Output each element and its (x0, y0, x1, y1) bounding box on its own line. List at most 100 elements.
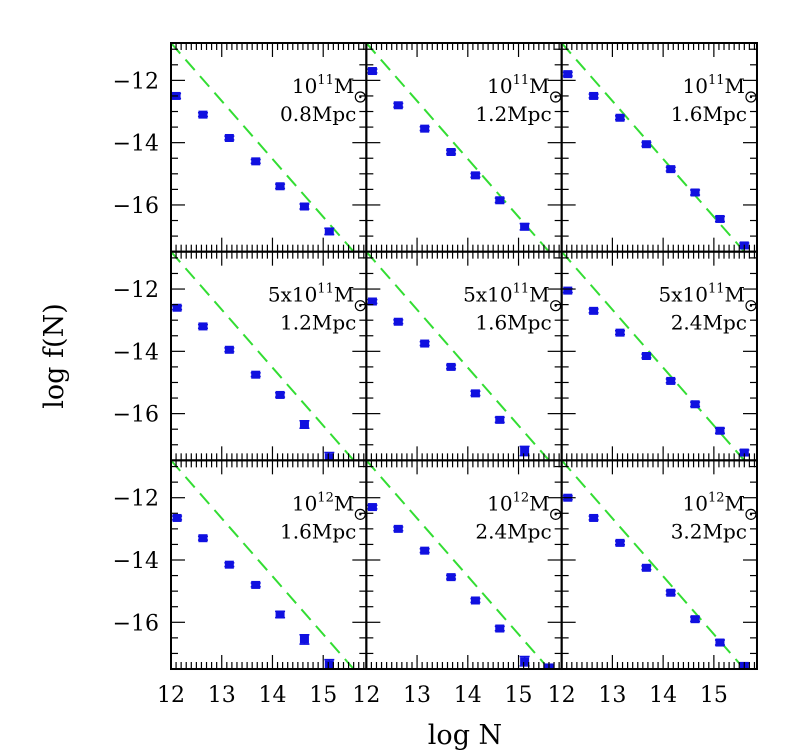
mass-exponent: 11 (513, 282, 530, 297)
mass-unit: M (334, 74, 354, 98)
data-point (563, 286, 573, 295)
mass-base: 10 (487, 74, 512, 98)
sun-symbol-dot (749, 513, 753, 516)
sun-symbol-icon (354, 300, 366, 312)
x-tick-label: 14 (454, 683, 482, 708)
data-point (563, 70, 573, 79)
panel-mass-label: 5x1011M (463, 282, 549, 307)
mass-base: 10 (683, 74, 708, 98)
data-point (172, 303, 182, 312)
mass-exponent: 11 (708, 73, 725, 88)
mass-base: 10 (292, 491, 317, 515)
data-point (739, 448, 749, 457)
x-axis-label: log N (428, 720, 502, 751)
data-point (715, 638, 725, 647)
panel-mass-label: 5x1011M (659, 282, 745, 307)
ticks (365, 460, 562, 670)
model-line (171, 460, 355, 670)
mass-base: 10 (487, 491, 512, 515)
model-line (171, 43, 355, 252)
data-point (299, 420, 309, 429)
data-point (470, 389, 480, 398)
model-line (561, 43, 746, 252)
panel-1-0: 5x1011M 1.2Mpc (170, 250, 368, 462)
mass-base: 5x10 (659, 283, 708, 307)
mass-unit: M (529, 283, 549, 307)
sun-symbol-icon (745, 300, 757, 312)
data-point (367, 67, 377, 76)
mass-exponent: 11 (708, 282, 725, 297)
sun-symbol-icon (354, 508, 366, 520)
data-point (690, 188, 700, 197)
data-point (690, 615, 700, 624)
outer-labels-group: −12 −14 −16 −12 −14 −16 −12 −14 −16 12 13 14 15 12 13 1… (39, 69, 728, 751)
mass-exponent: 11 (513, 73, 530, 88)
panel-mass-label: 1011M (683, 73, 745, 98)
data-point (495, 196, 505, 205)
sun-symbol-dot (359, 95, 362, 99)
data-point (224, 560, 234, 569)
y-tick-label: −12 (113, 487, 159, 512)
sun-symbol-dot (554, 304, 557, 307)
x-tick-label: 12 (548, 683, 576, 708)
data-point (299, 635, 309, 644)
data-point (589, 306, 599, 315)
data-point (446, 573, 456, 582)
panel-distance-label: 1.6Mpc (671, 102, 747, 126)
x-tick-label: 14 (649, 683, 677, 708)
data-point (520, 657, 530, 666)
model-line (366, 251, 550, 461)
data-point (641, 563, 651, 572)
panel-mass-label: 5x1011M (268, 282, 354, 307)
panels-group: 1011M0.8Mpc1011M1.2Mpc1011M1.6Mpc5x1011M… (170, 42, 758, 671)
y-tick-label: −16 (113, 194, 159, 219)
mass-unit: M (725, 74, 745, 98)
data-point (420, 339, 430, 348)
y-tick-label: −14 (113, 549, 159, 574)
data-point (367, 297, 377, 306)
y-tick-label: −12 (113, 278, 159, 303)
data-point (495, 624, 505, 633)
model-line (561, 460, 746, 670)
data-point (324, 660, 334, 669)
mass-exponent: 11 (317, 73, 334, 88)
panel-distance-label: 0.8Mpc (280, 102, 356, 126)
data-point (172, 513, 182, 522)
data-point (198, 110, 208, 119)
data-point (520, 222, 530, 231)
model-line (561, 251, 746, 461)
data-point (251, 370, 261, 379)
data-point (470, 171, 480, 180)
model-line (366, 43, 550, 252)
ticks (365, 251, 562, 461)
x-tick-label: 13 (403, 683, 431, 708)
mass-base: 5x10 (463, 283, 512, 307)
x-tick-label: 12 (157, 683, 185, 708)
data-point (275, 182, 285, 191)
sun-symbol-dot (749, 304, 753, 307)
data-point (275, 610, 285, 619)
mass-unit: M (725, 491, 745, 515)
data-point (446, 362, 456, 371)
mass-exponent: 12 (317, 490, 334, 505)
y-tick-label: −14 (113, 340, 159, 365)
x-tick-label: 13 (208, 683, 236, 708)
panel-frame (560, 459, 758, 671)
sun-symbol-icon (745, 91, 757, 103)
panel-2-0: 1012M 1.6Mpc (170, 459, 368, 671)
mass-unit: M (334, 283, 354, 307)
data-point (690, 400, 700, 409)
y-tick-label: −16 (113, 403, 159, 428)
panel-mass-label: 1012M (292, 490, 354, 515)
data-point (520, 446, 530, 455)
data-point (715, 426, 725, 435)
mass-base: 10 (292, 74, 317, 98)
mass-unit: M (529, 74, 549, 98)
data-point (420, 546, 430, 555)
sun-symbol-icon (745, 508, 757, 520)
panel-distance-label: 2.4Mpc (475, 519, 551, 543)
panel-distance-label: 3.2Mpc (671, 519, 747, 543)
model-line (366, 460, 550, 670)
sun-symbol-dot (554, 95, 557, 99)
